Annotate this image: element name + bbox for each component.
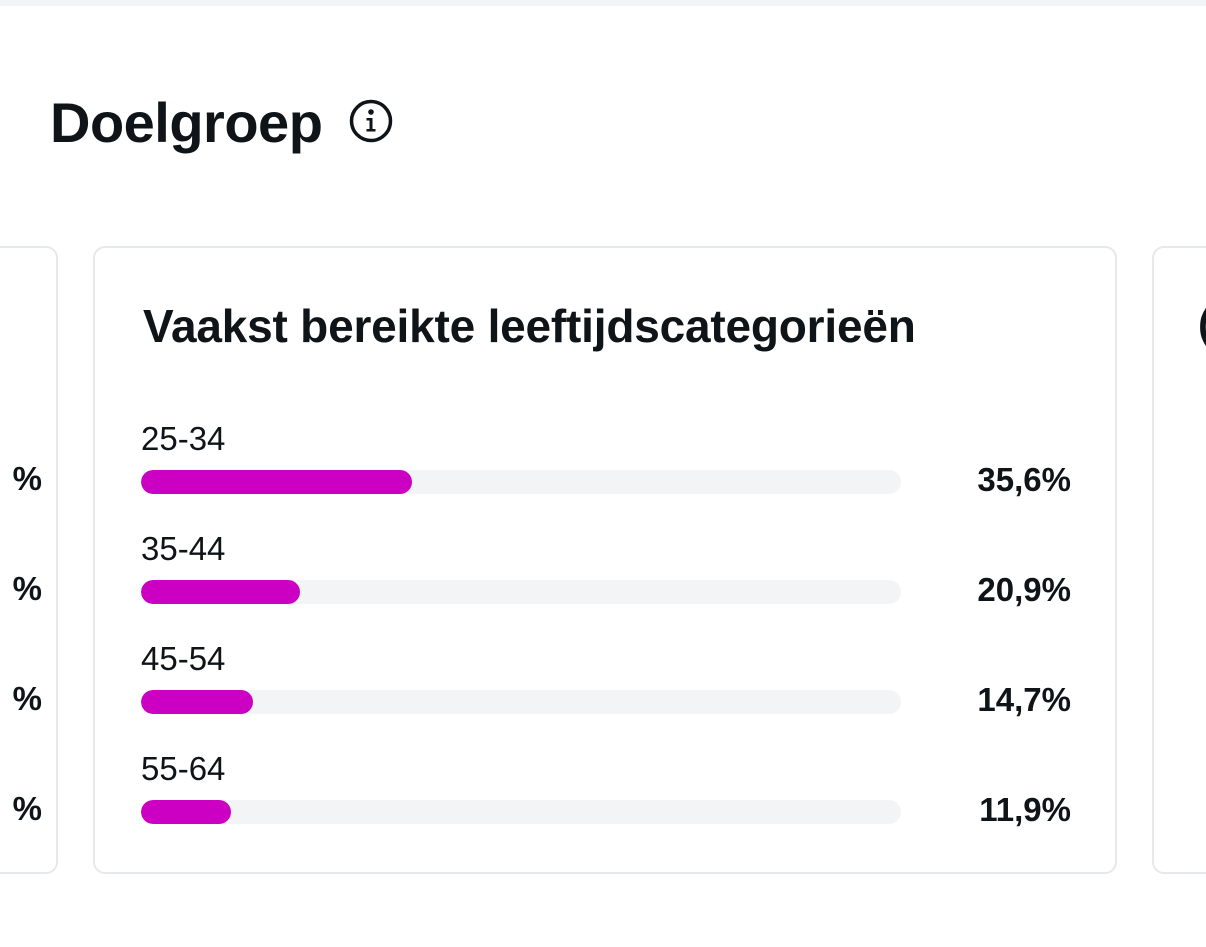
percentage-value: 11,9% [979, 791, 1071, 828]
clipped-percent-value: % [12, 570, 42, 607]
age-label: 45-54 [141, 640, 226, 677]
bar-track [141, 470, 901, 494]
card-title: Vaakst bereikte leeftijdscategorieën [143, 300, 916, 352]
section-title: Doelgroep [50, 91, 323, 154]
age-row-45-54: 45-54 14,7% [141, 640, 1071, 732]
age-row-55-64: 55-64 11,9% [141, 750, 1071, 842]
percentage-value: 14,7% [977, 681, 1071, 718]
info-circle-icon[interactable] [348, 98, 394, 144]
percentage-value: 35,6% [977, 461, 1071, 498]
top-divider-strip [0, 0, 1206, 6]
clipped-percent-value: % [12, 680, 42, 717]
bar-fill [141, 470, 412, 494]
age-categories-card: Vaakst bereikte leeftijdscategorieën 25-… [93, 246, 1117, 874]
clipped-percent-value: % [12, 790, 42, 827]
age-label: 55-64 [141, 750, 226, 787]
age-card-previous: % % % % [0, 246, 58, 874]
bar-fill [141, 580, 300, 604]
section-header: Doelgroep [50, 88, 394, 158]
age-label: 35-44 [141, 530, 226, 567]
age-row-25-34: 25-34 35,6% [141, 420, 1071, 512]
age-row-35-44: 35-44 20,9% [141, 530, 1071, 622]
bar-fill [141, 690, 253, 714]
bar-track [141, 580, 901, 604]
clipped-percent-value: % [12, 460, 42, 497]
bar-track [141, 690, 901, 714]
age-card-next: ( [1152, 246, 1206, 874]
bar-fill [141, 800, 232, 824]
bar-track [141, 800, 901, 824]
clipped-card-title: ( [1198, 300, 1206, 348]
age-label: 25-34 [141, 420, 226, 457]
percentage-value: 20,9% [977, 571, 1071, 608]
